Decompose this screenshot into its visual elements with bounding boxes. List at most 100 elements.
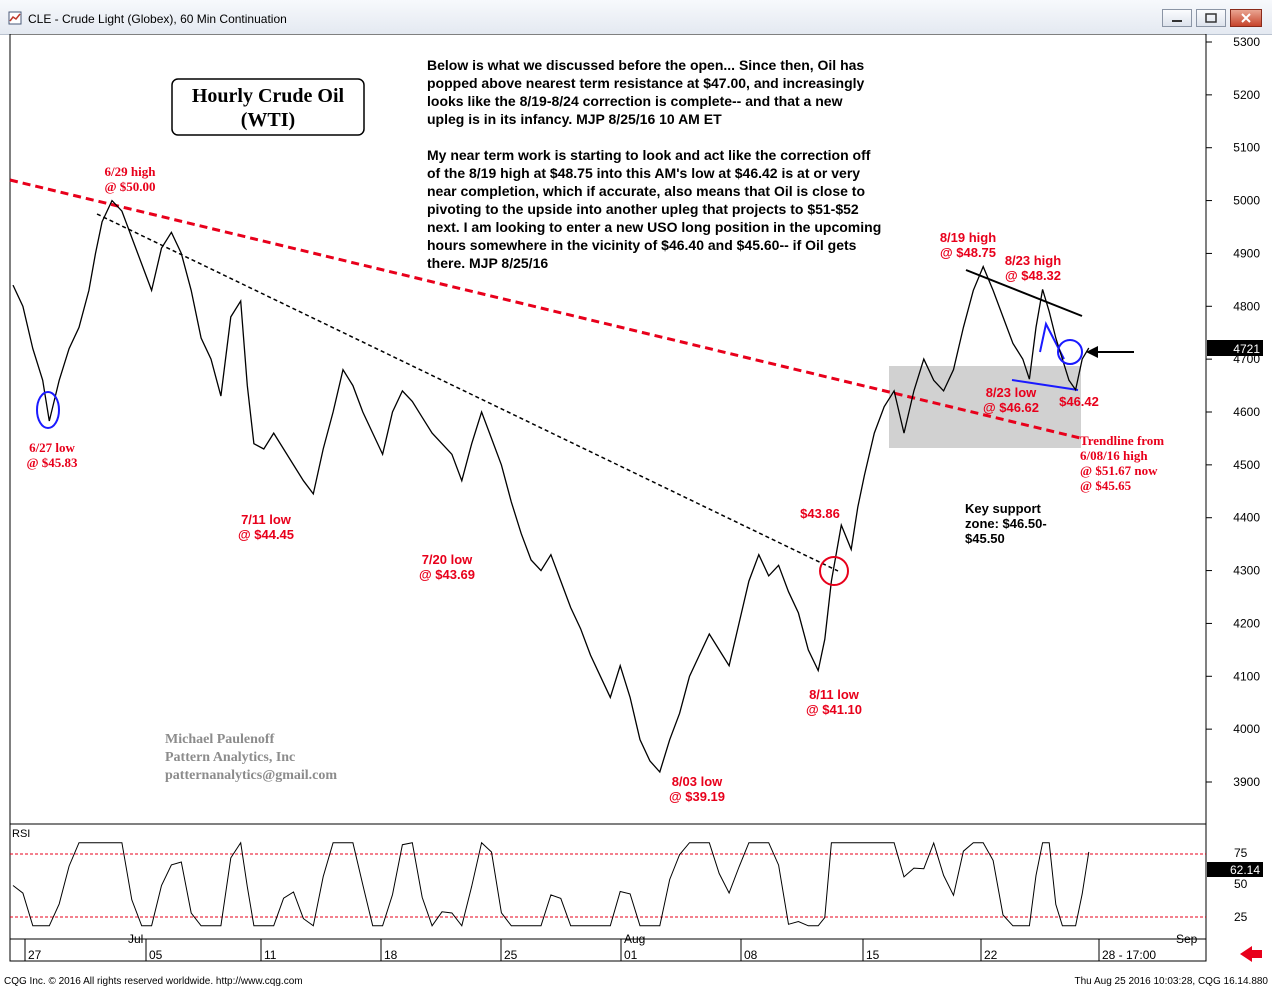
title-box — [171, 78, 365, 136]
commentary-line: of the 8/19 high at $48.75 into this AM'… — [427, 165, 860, 181]
x-month-label: Aug — [624, 932, 645, 946]
annotation-label: Key support — [965, 501, 1042, 516]
price-axis: 5300520051005000490048004700460045004400… — [1206, 35, 1260, 789]
commentary-line: next. I am looking to enter a new USO lo… — [427, 219, 881, 235]
x-day-label: 25 — [504, 948, 518, 962]
rsi-last-box — [1207, 862, 1263, 877]
chart-title-line1: Hourly Crude Oil — [192, 85, 345, 107]
annotation-label: 8/23 high — [1005, 253, 1061, 268]
annotation-label: zone: $46.50- — [965, 516, 1047, 531]
scroll-back-arrow-icon[interactable] — [1240, 946, 1262, 962]
annotation-label: 6/27 low — [29, 440, 75, 455]
commentary-line: looks like the 8/19-8/24 correction is c… — [427, 93, 843, 109]
x-day-label: 05 — [149, 948, 163, 962]
price-chart[interactable]: 5300520051005000490048004700460045004400… — [0, 34, 1272, 974]
time-axis — [9, 938, 1207, 962]
wedge-upper-line — [965, 269, 1083, 317]
rsi-level-25: 25 — [1234, 910, 1248, 924]
annotation-label: @ $39.19 — [669, 789, 725, 804]
last-price-label: 4721 — [1233, 342, 1260, 356]
wedge-lower-line — [1011, 379, 1079, 391]
x-day-label: 11 — [264, 948, 277, 962]
x-month-label: Jul — [128, 932, 143, 946]
y-tick-label: 3900 — [1233, 775, 1260, 789]
rsi-line — [12, 841, 1090, 927]
copyright-text: CQG Inc. © 2016 All rights reserved worl… — [4, 976, 303, 987]
x-day-label: 15 — [866, 948, 880, 962]
annotation-label: $43.86 — [800, 506, 840, 521]
x-day-label: 08 — [744, 948, 758, 962]
y-tick-label: 4500 — [1233, 458, 1260, 472]
annotation-label: 6/08/16 high — [1080, 448, 1148, 463]
annotations: 6/29 high@ $50.00 6/27 low@ $45.83 7/11 lo… — [26, 164, 1164, 804]
annotation-label: @ $50.00 — [104, 179, 155, 194]
annotation-label: @ $45.65 — [1080, 478, 1132, 493]
blue-circle-current — [1057, 339, 1083, 365]
annotation-label: @ $51.67 now — [1080, 463, 1158, 478]
x-day-label: 22 — [984, 948, 998, 962]
y-tick-label: 4200 — [1233, 616, 1260, 630]
maximize-button[interactable] — [1196, 9, 1226, 27]
y-tick-label: 4900 — [1233, 246, 1260, 260]
y-tick-label: 4100 — [1233, 669, 1260, 683]
y-tick-label: 5200 — [1233, 88, 1260, 102]
rsi-level-50: 50 — [1234, 877, 1248, 891]
commentary-text: Below is what we discussed before the op… — [427, 57, 881, 271]
annotation-label: @ $48.32 — [1005, 268, 1061, 283]
time-axis-labels: 27 05 11 18 25 01 08 15 22 28 - 17:00 Jul Aug Sep — [24, 932, 1198, 962]
y-tick-label: 4400 — [1233, 511, 1260, 525]
y-tick-label: 5100 — [1233, 141, 1260, 155]
maximize-icon — [1205, 13, 1217, 23]
commentary-line: near completion, which if accurate, also… — [427, 183, 865, 199]
y-tick-label: 4300 — [1233, 564, 1260, 578]
close-button[interactable] — [1230, 9, 1262, 27]
author-email: patternanalytics@gmail.com — [165, 768, 337, 783]
minimize-icon — [1172, 20, 1182, 22]
commentary-line: pivoting to the upside into another uple… — [427, 201, 859, 217]
y-tick-label: 4800 — [1233, 299, 1260, 313]
annotation-label: @ $45.83 — [26, 455, 78, 470]
annotation-label: 8/23 low — [986, 385, 1037, 400]
x-day-label: 01 — [624, 948, 638, 962]
rsi-panel — [9, 823, 1207, 940]
y-tick-label: 4000 — [1233, 722, 1260, 736]
red-circle-breakout — [819, 556, 849, 586]
rsi-level-75: 75 — [1234, 846, 1248, 860]
title-bar[interactable]: CLE - Crude Light (Globex), 60 Min Conti… — [0, 0, 1272, 35]
commentary-line: there. MJP 8/25/16 — [427, 255, 548, 271]
arrow-left-icon — [1086, 346, 1098, 358]
blue-circle-jun27 — [36, 391, 60, 429]
annotation-label: 7/20 low — [422, 552, 473, 567]
red-trendline — [9, 178, 1081, 440]
x-day-label: 28 - 17:00 — [1102, 948, 1156, 962]
commentary-line: My near term work is starting to look an… — [427, 147, 871, 163]
x-month-label: Sep — [1176, 932, 1198, 946]
annotation-label: 7/11 low — [241, 512, 292, 527]
commentary-line: hours somewhere in the vicinity of $46.4… — [427, 237, 857, 253]
last-price-box — [1207, 340, 1263, 356]
app-chart-icon — [8, 11, 22, 25]
rsi-last-value: 62.14 — [1230, 863, 1260, 877]
author-name: Michael Paulenoff — [165, 732, 275, 747]
minimize-button[interactable] — [1162, 9, 1192, 27]
commentary-line: upleg is in its infancy. MJP 8/25/16 10 … — [427, 111, 722, 127]
annotation-label: 8/19 high — [940, 230, 996, 245]
annotation-label: @ $46.62 — [983, 400, 1039, 415]
annotation-label: Trendline from — [1080, 433, 1164, 448]
annotation-label: 8/03 low — [672, 774, 723, 789]
annotation-label: $45.50 — [965, 531, 1005, 546]
annotation-label: @ $43.69 — [419, 567, 475, 582]
close-icon — [1241, 13, 1251, 23]
annotation-label: 8/11 low — [809, 687, 860, 702]
y-tick-label: 5300 — [1233, 35, 1260, 49]
commentary-line: Below is what we discussed before the op… — [427, 57, 864, 73]
price-line — [12, 199, 1090, 774]
x-day-label: 18 — [384, 948, 398, 962]
timestamp-text: Thu Aug 25 2016 10:03:28, CQG 16.14.880 — [1074, 976, 1268, 987]
y-tick-label: 4600 — [1233, 405, 1260, 419]
key-support-zone — [889, 366, 1081, 448]
x-day-label: 27 — [28, 948, 42, 962]
annotation-label: $46.42 — [1059, 394, 1099, 409]
window-title: CLE - Crude Light (Globex), 60 Min Conti… — [28, 12, 287, 26]
